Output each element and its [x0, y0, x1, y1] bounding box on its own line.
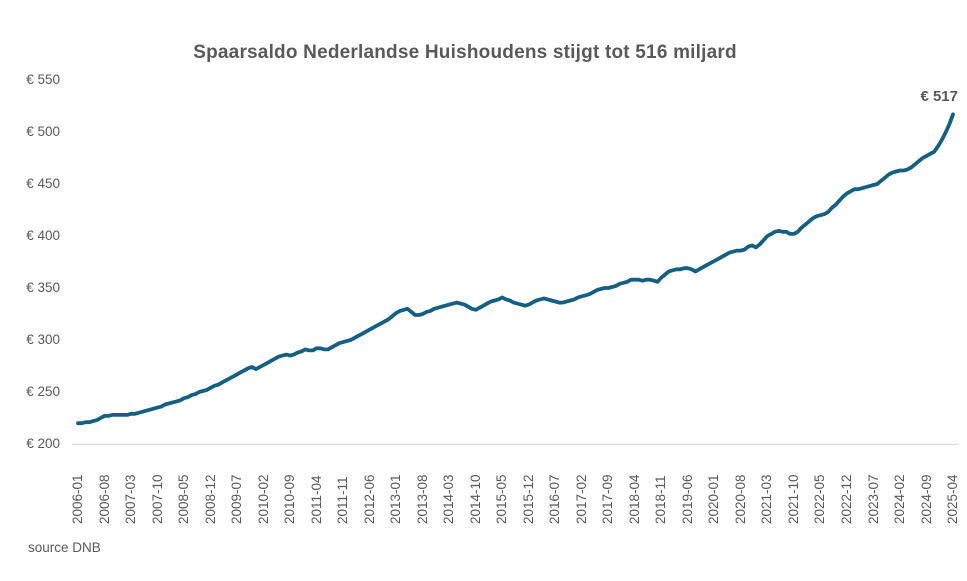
x-axis-label: 2018-04	[626, 474, 642, 524]
x-axis-label: 2008-12	[202, 474, 218, 524]
x-axis-label: 2011-11	[335, 476, 351, 524]
x-axis-label: 2020-08	[732, 474, 748, 524]
x-axis-label: 2010-02	[255, 474, 271, 524]
x-axis-label: 2014-03	[441, 474, 457, 524]
x-axis-label: 2016-07	[547, 474, 563, 524]
x-axis-label: 2020-01	[706, 474, 722, 524]
savings-line-series	[76, 112, 955, 426]
x-axis-label: 2024-09	[918, 474, 934, 524]
x-axis-label: 2017-02	[573, 474, 589, 524]
x-axis-label: 2021-10	[785, 474, 801, 524]
x-axis-label: 2017-09	[600, 474, 616, 524]
y-axis-label: € 500	[26, 124, 60, 139]
y-axis-label: € 450	[26, 176, 60, 191]
x-axis-label: 2013-08	[414, 474, 430, 524]
x-axis-label: 2025-04	[945, 474, 960, 524]
x-axis-label: 2009-07	[229, 474, 245, 524]
x-axis-label: 2013-01	[388, 474, 404, 524]
y-axis-label: € 400	[26, 228, 60, 243]
x-axis-label: 2018-11	[653, 475, 669, 524]
y-axis-label: € 300	[26, 332, 60, 347]
y-axis-label: € 350	[26, 280, 60, 295]
x-axis-label: 2024-02	[892, 474, 907, 524]
x-axis-label: 2015-12	[520, 474, 536, 524]
chart-title: Spaarsaldo Nederlandse Huishoudens stijg…	[193, 42, 737, 63]
x-axis-label: 2006-01	[70, 474, 85, 524]
x-axis-label: 2021-03	[759, 474, 775, 524]
y-axis-label: € 250	[26, 384, 60, 399]
x-axis-label: 2011-04	[308, 475, 324, 524]
x-axis-label: 2006-08	[96, 474, 112, 524]
x-axis-label: 2007-03	[123, 474, 138, 524]
last-value-data-label: € 517	[920, 88, 958, 105]
y-axis-label: € 550	[26, 72, 60, 87]
x-axis-label: 2015-05	[494, 474, 510, 524]
x-axis-label: 2008-05	[176, 474, 192, 524]
y-axis-label: € 200	[26, 436, 60, 451]
x-axis-label: 2023-07	[865, 474, 881, 524]
x-axis-label: 2019-06	[679, 474, 695, 524]
x-axis-label: 2014-10	[467, 474, 483, 524]
x-axis-label: 2022-05	[812, 474, 828, 524]
source-note: source DNB	[28, 540, 101, 555]
x-axis-label: 2012-06	[361, 474, 377, 524]
x-axis-label: 2007-10	[149, 474, 165, 524]
x-axis-label: 2022-12	[838, 474, 854, 524]
x-axis-label: 2010-09	[282, 474, 298, 524]
